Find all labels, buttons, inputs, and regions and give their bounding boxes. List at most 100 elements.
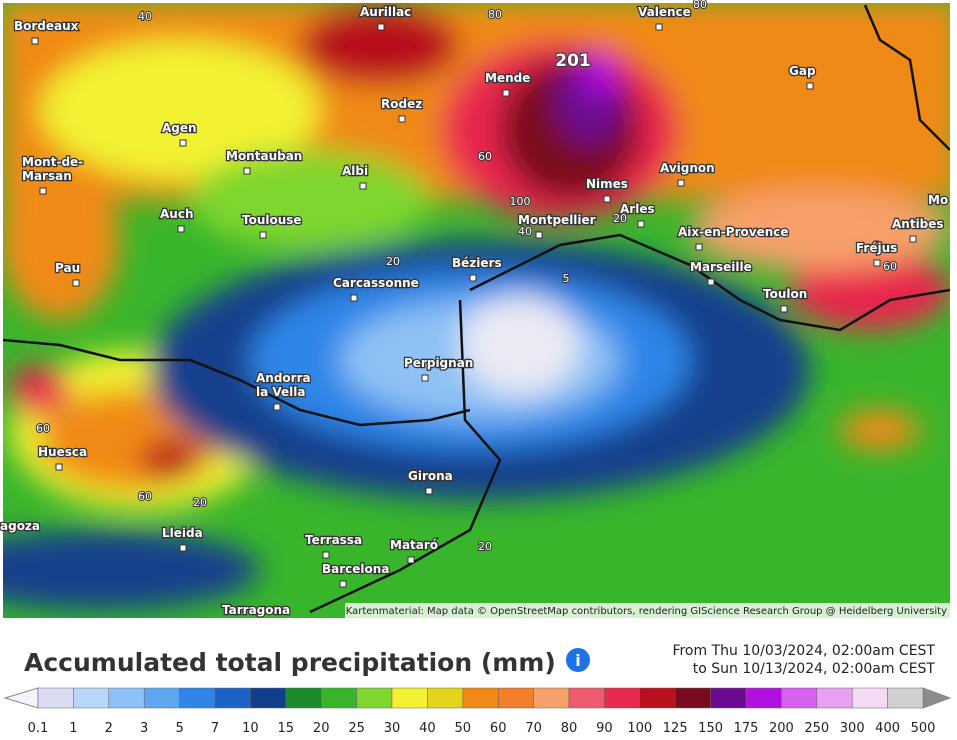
city-label: Terrassa (305, 533, 362, 547)
city-label: la Vella (256, 385, 305, 399)
city-marker (421, 374, 429, 382)
city-marker (502, 89, 510, 97)
city-label: Marseille (690, 260, 752, 274)
scale-cell (462, 687, 499, 709)
scale-label: 60 (490, 721, 507, 736)
city-label: Bordeaux (14, 19, 79, 33)
city-label: Antibes (892, 217, 944, 231)
city-label: Aurillac (360, 5, 411, 19)
city-label: Valence (638, 5, 691, 19)
city-label: Girona (408, 469, 453, 483)
city-marker (179, 544, 187, 552)
city-marker (350, 294, 358, 302)
city-label: Barcelona (322, 562, 389, 576)
scale-cell (356, 687, 393, 709)
scale-cell (179, 687, 216, 709)
city-label: Agen (162, 121, 197, 135)
city-label: Mende (485, 71, 530, 85)
scale-cell (391, 687, 428, 709)
scale-cell (285, 687, 322, 709)
scale-label: 200 (769, 721, 794, 736)
color-scale: 0.1 1 2 3 5 7 10 15 20 25 30 40 50 60 70 80 90 100 125 150 1… (3, 687, 952, 736)
info-icon-glyph: i (575, 651, 580, 670)
city-marker (72, 279, 80, 287)
scale-cell (851, 687, 888, 709)
scale-label: 10 (242, 721, 259, 736)
legend-title: Accumulated total precipitation (mm) (24, 648, 556, 677)
max-label: 201 (555, 51, 591, 71)
scale-cell (781, 687, 818, 709)
city-label: Nimes (586, 177, 628, 191)
info-icon[interactable] (566, 648, 590, 672)
city-label: Mont-de- (22, 155, 83, 169)
scale-label: 400 (875, 721, 900, 736)
city-label: Lleida (162, 526, 203, 540)
city-label: Auch (160, 207, 194, 221)
scale-label: 100 (627, 721, 652, 736)
city-marker (359, 182, 367, 190)
city-label: Arles (620, 202, 655, 216)
scale-cell (639, 687, 676, 709)
city-marker (603, 195, 611, 203)
contour-label: 100 (510, 195, 531, 208)
city-marker (637, 220, 645, 228)
scale-cell (604, 687, 641, 709)
scale-cell (320, 687, 357, 709)
scale-cell (427, 687, 464, 709)
city-label: Toulouse (242, 213, 302, 227)
city-marker (425, 487, 433, 495)
city-label: Avignon (660, 161, 715, 175)
scale-label: 175 (734, 721, 759, 736)
city-marker (322, 551, 330, 559)
attribution-bg (345, 603, 950, 618)
scale-label: 250 (804, 721, 829, 736)
city-label: Béziers (452, 256, 502, 270)
scale-label: 0.1 (28, 721, 49, 736)
scale-label: 70 (525, 721, 542, 736)
city-marker (806, 82, 814, 90)
contour-label: 20 (193, 496, 207, 509)
city-marker (909, 235, 917, 243)
scale-cell (250, 687, 287, 709)
scale-label: 1 (69, 721, 77, 736)
city-marker (339, 580, 347, 588)
scale-cell (497, 687, 534, 709)
city-label: Albi (342, 164, 368, 178)
city-labels: Bordeaux Aurillac Valence Mende Gap Rodez Agen… (0, 4, 949, 619)
city-label: Tarragona (222, 603, 290, 617)
scale-label: 20 (313, 721, 330, 736)
city-label: Toulon (763, 287, 807, 301)
city-label: Rodez (381, 97, 422, 111)
scale-cell (674, 687, 711, 709)
map (3, 3, 950, 618)
scale-label: 150 (698, 721, 723, 736)
contour-label: 20 (478, 540, 492, 553)
scale-label: 5 (175, 721, 183, 736)
scale-label: 3 (140, 721, 148, 736)
scale-label: 2 (105, 721, 113, 736)
scale-label: 30 (384, 721, 401, 736)
contour-label: 20 (613, 212, 627, 225)
scale-cell (214, 687, 251, 709)
city-marker (873, 259, 881, 267)
contour-label: 60 (883, 260, 897, 273)
contour-label: 60 (36, 422, 50, 435)
scale-arrow-high (922, 687, 952, 709)
city-label: Fréjus (856, 241, 897, 255)
scale-label: 40 (419, 721, 436, 736)
scale-cell (816, 687, 853, 709)
city-label: Mataró (390, 538, 438, 552)
scale-cell (108, 687, 145, 709)
contour-labels: 40 80 80 60 100 40 20 20 5 60 60 60 20 20 (35, 0, 898, 554)
city-label: Marsan (22, 169, 72, 183)
scale-arrow-low (3, 687, 39, 709)
attribution: Kartenmaterial: Map data © OpenStreetMap… (346, 606, 947, 617)
city-marker (243, 167, 251, 175)
city-label: Mo (928, 193, 948, 207)
scale-label: 50 (455, 721, 472, 736)
city-marker (655, 23, 663, 31)
scale-label: 300 (840, 721, 865, 736)
city-marker (707, 278, 715, 286)
scale-label: 15 (278, 721, 295, 736)
